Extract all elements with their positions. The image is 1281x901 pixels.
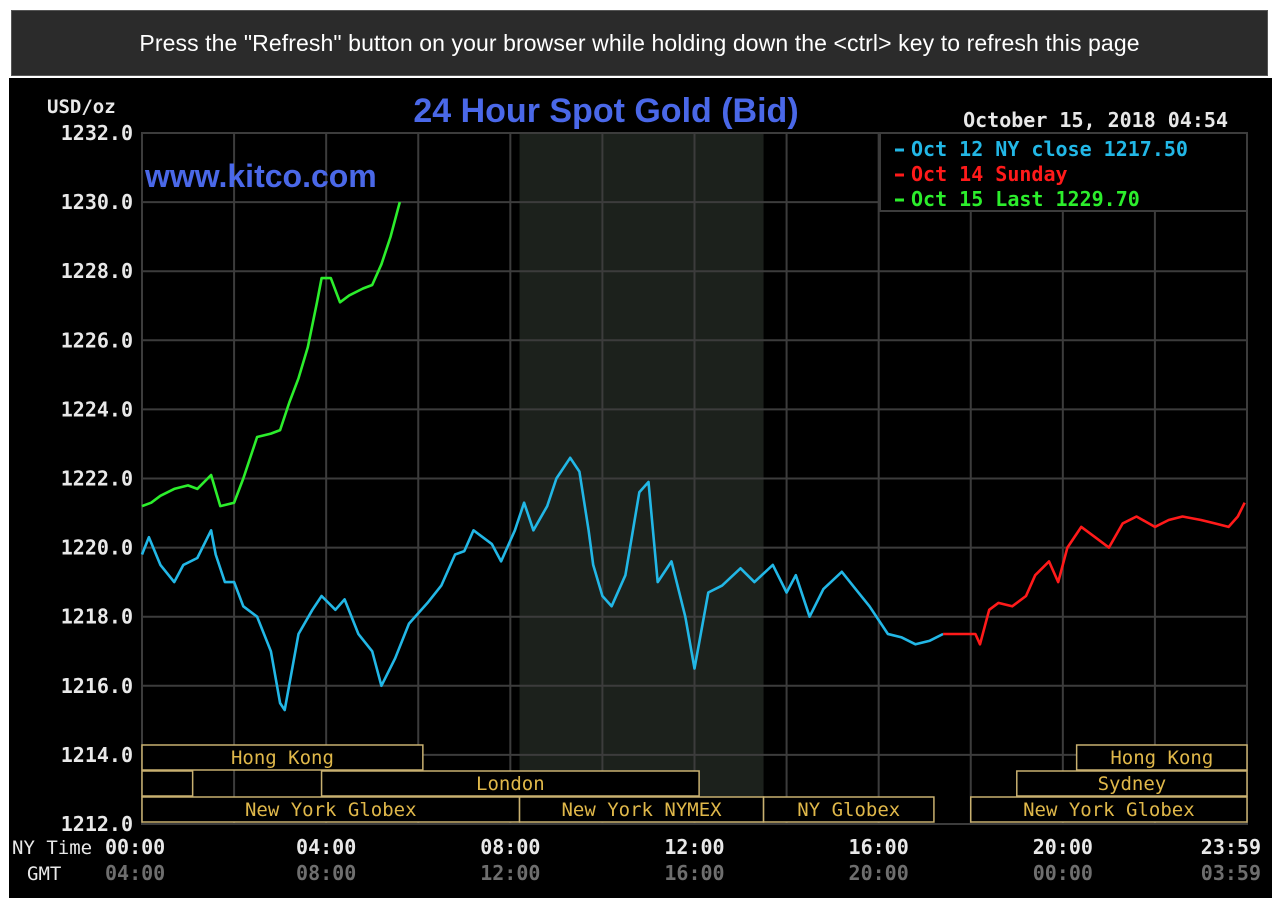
market-sessions-layer: Hong Kong London New York Globex New York N…: [141, 744, 1248, 823]
y-tick-label: 1224.0: [61, 397, 133, 421]
market-session-label: New York Globex: [1023, 799, 1195, 821]
market-session-box: [141, 770, 194, 797]
series-line-2: [141, 201, 402, 508]
x-tick-label: 08:00: [296, 861, 356, 885]
legend-entry: Oct 15 Last 1229.70: [911, 187, 1140, 211]
x-axis-row-label: GMT: [27, 863, 61, 885]
market-session-box: [762, 796, 935, 823]
chart-timestamp: October 15, 2018 04:54: [963, 108, 1228, 132]
x-axis: NY Time 00:00 04:00 08:00 12:00 16:00 20:00 23:…: [12, 835, 1261, 885]
x-tick-label: 16:00: [849, 835, 909, 859]
market-session-box: [518, 796, 765, 823]
gold-price-chart: Hong Kong London New York Globex New York N…: [9, 78, 1272, 898]
plot-frame: [141, 132, 1248, 825]
watermark: www.kitco.com: [144, 158, 377, 194]
y-tick-label: 1216.0: [61, 674, 133, 698]
market-session-box: [1016, 770, 1248, 797]
market-session-box: [141, 744, 424, 771]
x-tick-label: 04:00: [296, 835, 356, 859]
y-tick-label: 1232.0: [61, 121, 133, 145]
y-axis: 1232.0 1230.0 1228.0 1226.0 1224.0 1222.0 1220…: [61, 121, 133, 836]
market-session-label: New York Globex: [245, 799, 417, 821]
y-tick-label: 1226.0: [61, 328, 133, 352]
x-tick-label: 00:00: [105, 835, 165, 859]
market-session-label: London: [476, 773, 545, 795]
legend-box: [879, 132, 1248, 212]
grid-layer: [141, 132, 1248, 825]
x-tick-label: 00:00: [1033, 861, 1093, 885]
series-layer: [140, 201, 1246, 712]
market-session-label: Hong Kong: [231, 747, 334, 769]
market-session-box: [141, 796, 521, 823]
x-tick-label: 04:00: [105, 861, 165, 885]
refresh-instruction-banner: Press the "Refresh" button on your brows…: [11, 10, 1268, 76]
x-tick-label: 16:00: [664, 861, 724, 885]
market-session-label: Sydney: [1098, 773, 1167, 795]
y-tick-label: 1212.0: [61, 812, 133, 836]
y-tick-label: 1218.0: [61, 605, 133, 629]
y-tick-label: 1220.0: [61, 536, 133, 560]
market-session-label: Hong Kong: [1110, 747, 1213, 769]
chart-title: 24 Hour Spot Gold (Bid): [413, 92, 798, 130]
chart-svg: Hong Kong London New York Globex New York N…: [12, 92, 1261, 885]
refresh-instruction-text: Press the "Refresh" button on your brows…: [139, 29, 1140, 56]
series-line-0: [140, 456, 944, 712]
series-line-1: [943, 502, 1246, 646]
market-session-box: [1075, 744, 1248, 771]
market-session-box: [320, 770, 700, 797]
y-tick-label: 1228.0: [61, 259, 133, 283]
y-tick-label: 1230.0: [61, 190, 133, 214]
legend-entry: Oct 12 NY close 1217.50: [911, 137, 1188, 161]
x-tick-label: 03:59: [1201, 861, 1261, 885]
market-session-box: [970, 796, 1248, 823]
legend-entry: Oct 14 Sunday: [911, 162, 1068, 186]
x-tick-label: 20:00: [849, 861, 909, 885]
x-tick-label: 08:00: [480, 835, 540, 859]
y-tick-label: 1222.0: [61, 467, 133, 491]
y-tick-label: 1214.0: [61, 743, 133, 767]
x-tick-label: 12:00: [480, 861, 540, 885]
market-session-label: NY Globex: [797, 799, 900, 821]
x-tick-label: 23:59: [1201, 835, 1261, 859]
x-axis-row-label: NY Time: [12, 837, 92, 859]
x-tick-label: 20:00: [1033, 835, 1093, 859]
x-tick-label: 12:00: [664, 835, 724, 859]
y-axis-unit-label: USD/oz: [47, 96, 116, 118]
market-session-label: New York NYMEX: [561, 799, 722, 821]
